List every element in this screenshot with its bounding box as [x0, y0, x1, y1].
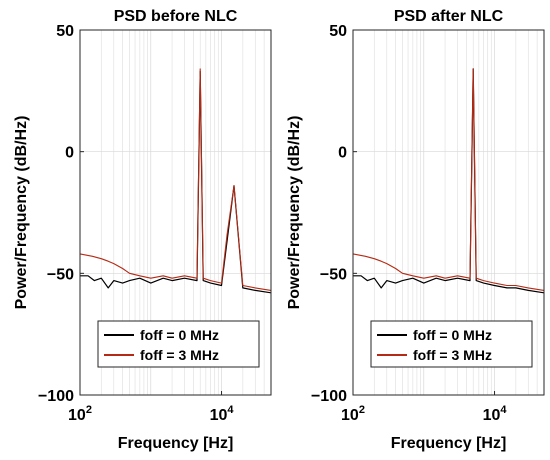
- series-group: [80, 68, 271, 294]
- legend-label: foff = 0 MHz: [413, 327, 492, 343]
- x-axis-label: Frequency [Hz]: [391, 435, 507, 452]
- x-tick-label: 102: [68, 404, 92, 424]
- y-tick-label: 50: [56, 23, 74, 40]
- legend-label: foff = 0 MHz: [140, 327, 219, 343]
- y-axis-label: Power/Frequency (dB/Hz): [286, 116, 303, 310]
- y-tick-label: 50: [329, 23, 347, 40]
- y-tick-label: −50: [320, 266, 347, 283]
- y-tick-label: 0: [65, 145, 74, 162]
- y-tick-label: −100: [38, 388, 74, 405]
- y-tick-label: −50: [47, 266, 74, 283]
- axes-box: [352, 29, 545, 396]
- chart-title: PSD after NLC: [394, 8, 504, 25]
- y-tick-label: 0: [338, 145, 347, 162]
- x-axis-label: Frequency [Hz]: [118, 435, 234, 452]
- legend: foff = 0 MHz foff = 3 MHz: [370, 320, 533, 368]
- series-group: [353, 68, 544, 294]
- series-line-2: [80, 68, 271, 291]
- legend-label: foff = 3 MHz: [413, 347, 492, 363]
- chart-title: PSD before NLC: [114, 8, 238, 25]
- x-tick-label: 102: [341, 404, 365, 424]
- y-tick-label: −100: [311, 388, 347, 405]
- series-line-1: [353, 68, 544, 294]
- legend-box: [97, 320, 260, 368]
- axes-box: [79, 29, 272, 396]
- y-axis-label: Power/Frequency (dB/Hz): [13, 116, 30, 310]
- legend-box: [370, 320, 533, 368]
- series-line-2: [353, 68, 544, 291]
- legend-label: foff = 3 MHz: [140, 347, 219, 363]
- x-tick-label: 104: [210, 404, 235, 424]
- legend: foff = 0 MHz foff = 3 MHz: [97, 320, 260, 368]
- series-line-1: [80, 70, 271, 294]
- x-tick-label: 104: [483, 404, 508, 424]
